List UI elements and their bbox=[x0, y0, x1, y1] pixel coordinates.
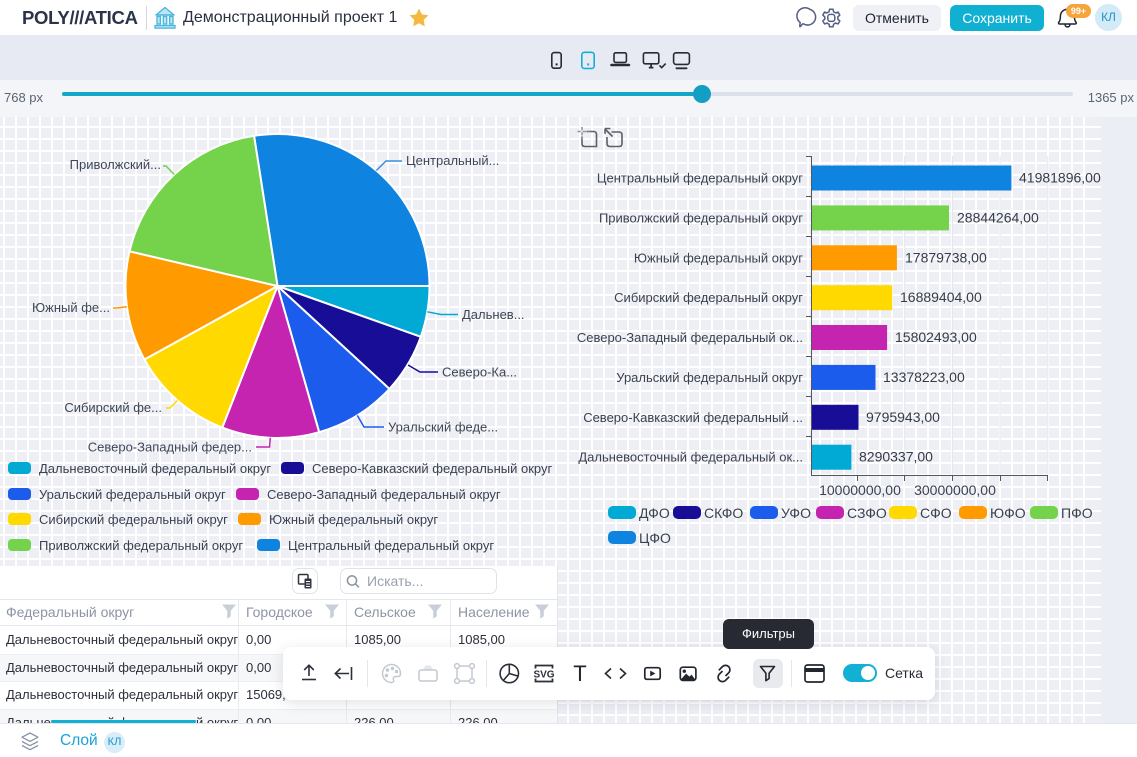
svg-text:41981896,00: 41981896,00 bbox=[1019, 170, 1101, 186]
svg-text:Дальневосточный федеральный ок: Дальневосточный федеральный ок... bbox=[578, 450, 803, 465]
svg-text:Северо-Западный федер...: Северо-Западный федер... bbox=[88, 440, 252, 455]
svg-text:Южный фе...: Южный фе... bbox=[32, 300, 110, 315]
svg-text:8290337,00: 8290337,00 bbox=[859, 449, 933, 465]
svg-text:Сибирский фе...: Сибирский фе... bbox=[64, 400, 162, 415]
svg-text:10000000,00: 10000000,00 bbox=[819, 482, 901, 498]
svg-text:9795943,00: 9795943,00 bbox=[866, 409, 940, 425]
svg-text:Центральный...: Центральный... bbox=[406, 153, 499, 168]
svg-text:15802493,00: 15802493,00 bbox=[895, 329, 977, 345]
svg-text:Южный федеральный округ: Южный федеральный округ bbox=[634, 250, 803, 265]
svg-text:Дальнев...: Дальнев... bbox=[462, 307, 525, 322]
svg-text:Приволжский...: Приволжский... bbox=[70, 157, 161, 172]
svg-text:Сибирский федеральный округ: Сибирский федеральный округ bbox=[614, 290, 803, 305]
svg-text:Уральский феде...: Уральский феде... bbox=[388, 420, 498, 435]
svg-text:Северо-Ка...: Северо-Ка... bbox=[442, 365, 517, 380]
svg-text:16889404,00: 16889404,00 bbox=[900, 289, 982, 305]
svg-text:Центральный федеральный округ: Центральный федеральный округ bbox=[597, 171, 803, 186]
svg-text:Северо-Кавказский федеральный: Северо-Кавказский федеральный ... bbox=[583, 410, 803, 425]
svg-text:17879738,00: 17879738,00 bbox=[905, 249, 987, 265]
svg-text:Северо-Западный федеральный ок: Северо-Западный федеральный ок... bbox=[577, 330, 803, 345]
svg-text:T: T bbox=[573, 661, 586, 686]
svg-text:28844264,00: 28844264,00 bbox=[957, 209, 1039, 225]
svg-text:Уральский федеральный округ: Уральский федеральный округ bbox=[616, 370, 803, 385]
svg-text:Приволжский федеральный округ: Приволжский федеральный округ bbox=[599, 210, 803, 225]
svg-text:30000000,00: 30000000,00 bbox=[914, 482, 996, 498]
svg-text:SVG: SVG bbox=[533, 670, 554, 681]
svg-text:13378223,00: 13378223,00 bbox=[883, 369, 965, 385]
